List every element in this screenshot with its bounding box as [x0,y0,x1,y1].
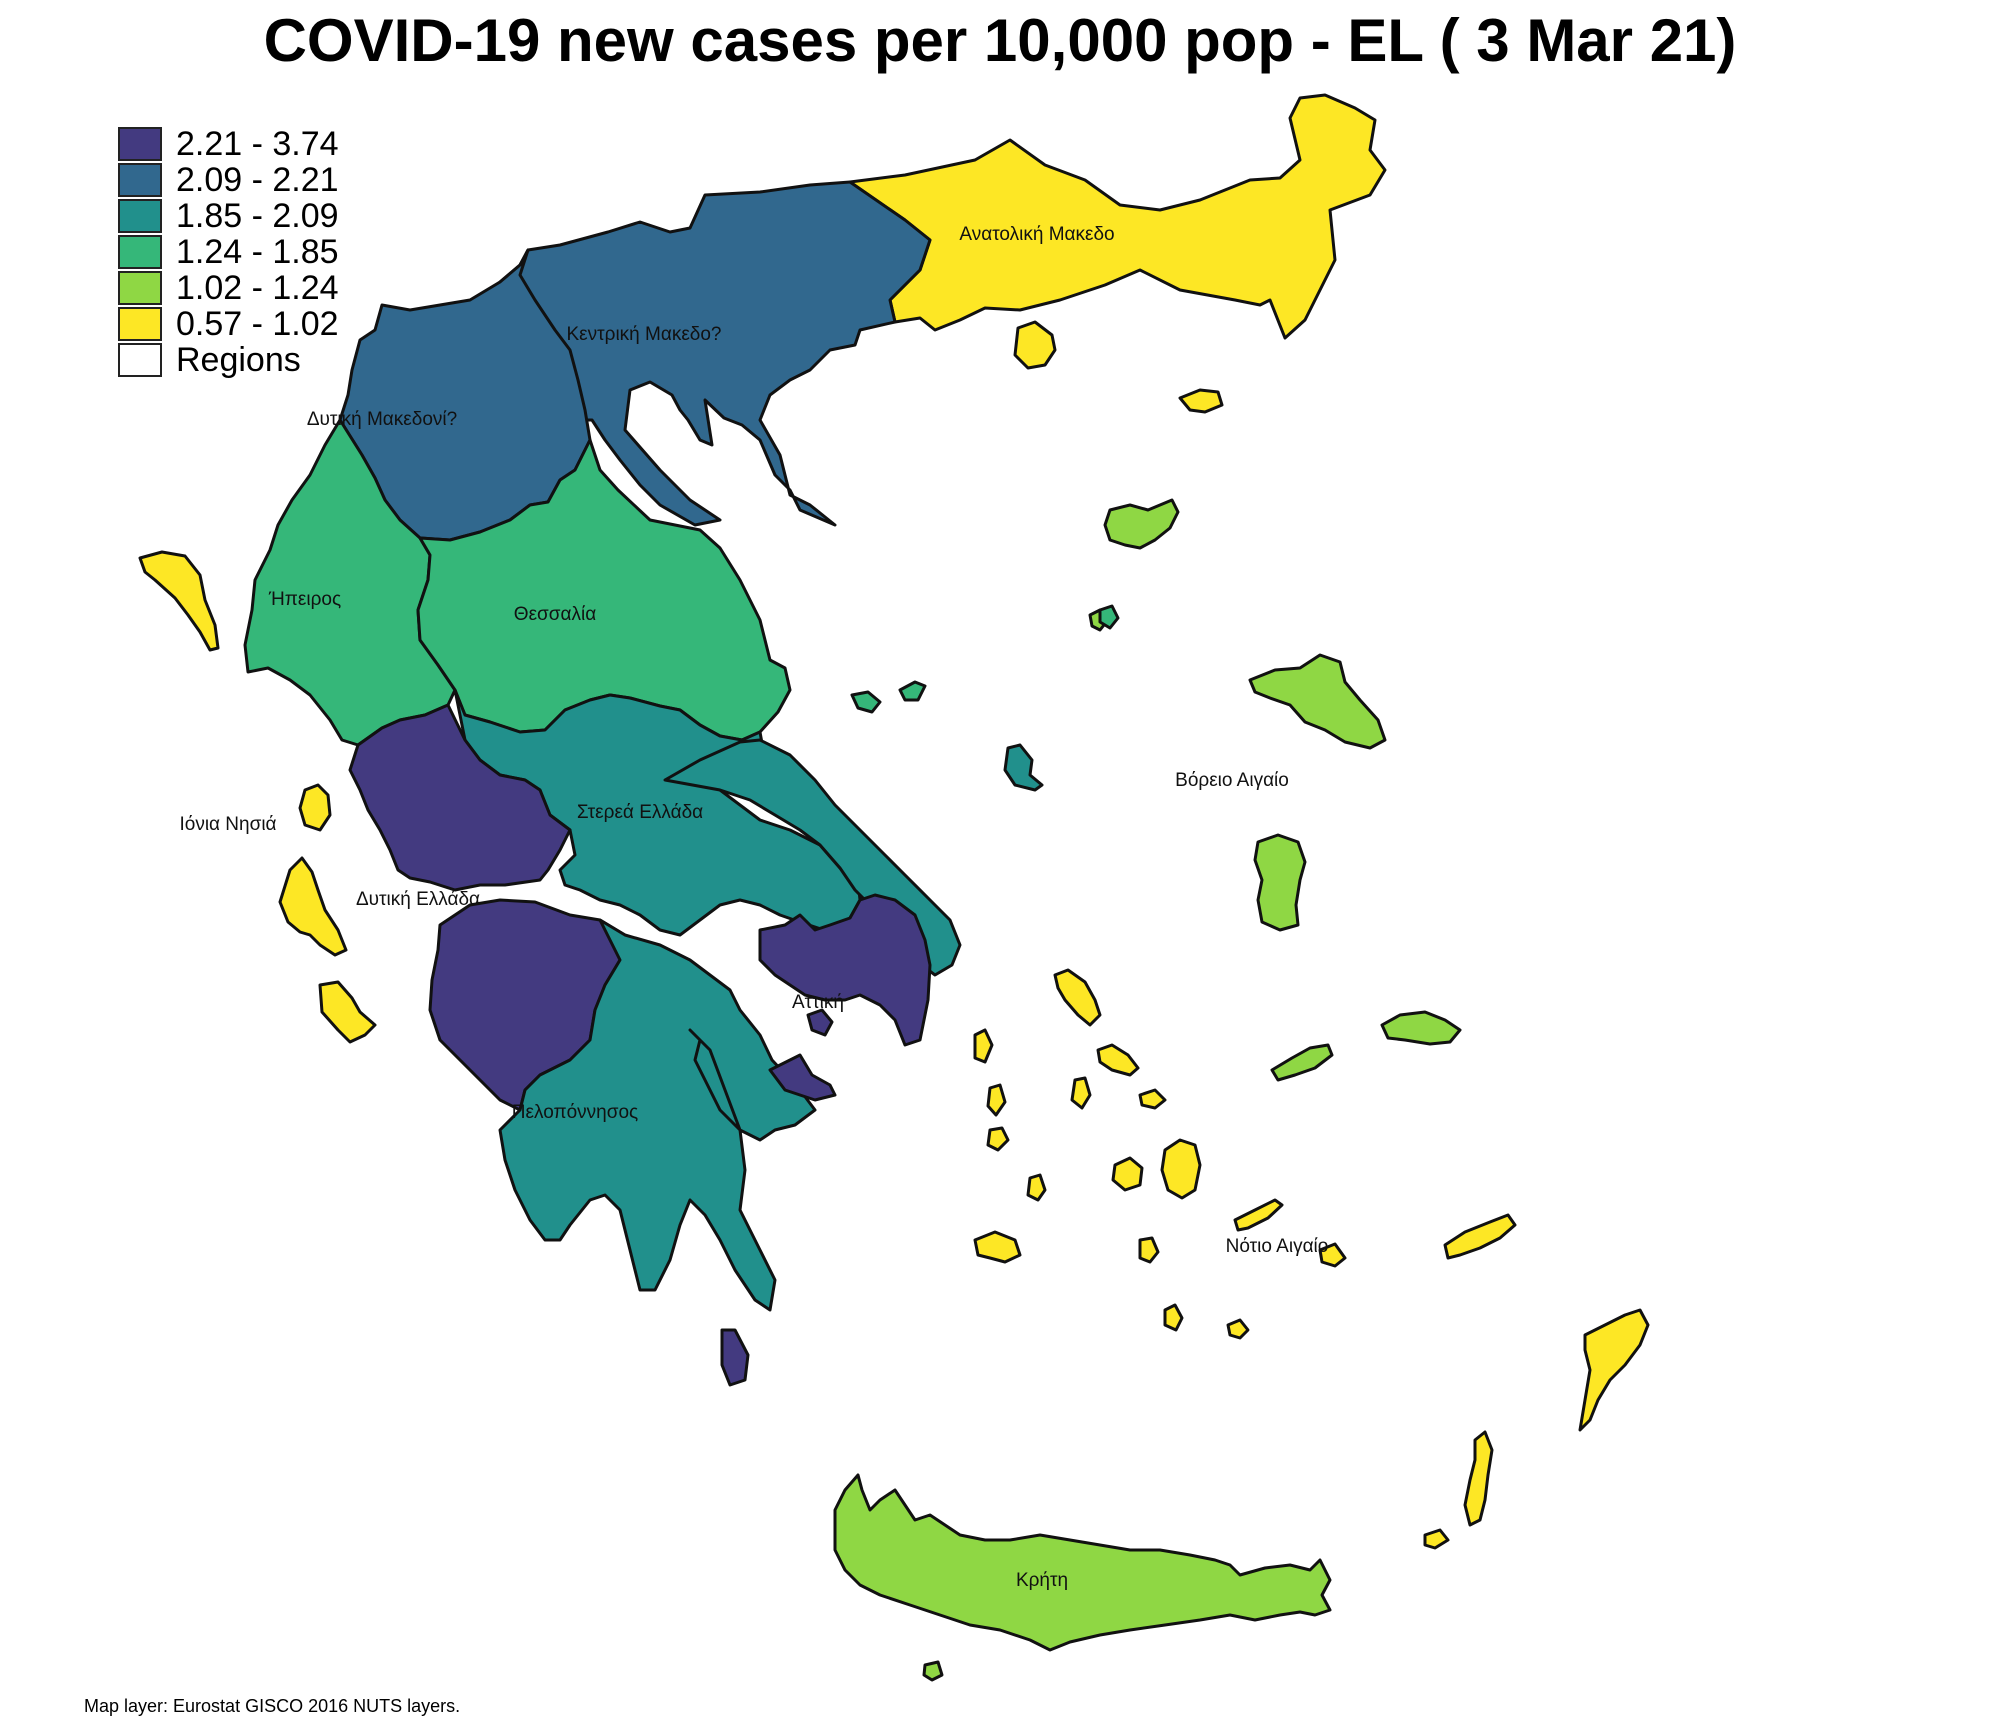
island-amorgos[interactable] [1233,1198,1284,1232]
island-kea[interactable] [973,1028,994,1064]
island-samos[interactable] [1380,1010,1462,1046]
island-skopelos[interactable] [850,690,882,714]
island-chios[interactable] [1253,833,1307,932]
island-naxos[interactable] [1160,1138,1202,1200]
label-voreio-aigaio: Βόρειο Αιγαίο [1175,770,1289,791]
island-kefalonia[interactable] [278,856,348,957]
region-dytiki-ellada[interactable] [348,703,572,892]
label-attiki: Αττική [792,992,844,1013]
island-ikaria[interactable] [1270,1043,1334,1082]
label-notio-aigaio: Νότιο Αιγαίο [1226,1236,1329,1257]
legend-swatch [118,199,162,233]
island-lefkada[interactable] [298,783,332,832]
legend-label: 2.09 - 2.21 [176,160,339,199]
island-zakynthos[interactable] [318,980,377,1044]
island-karpathos[interactable] [1463,1430,1494,1527]
island-agios-evstratios-ne[interactable] [1098,604,1120,630]
region-attiki[interactable] [758,893,932,1047]
island-alonissos[interactable] [898,680,927,702]
island-anafi[interactable] [1226,1318,1250,1340]
label-dytiki-makedonia: Δυτική Μακεδονί? [307,409,457,430]
legend-swatch [118,235,162,269]
legend-label: 1.02 - 1.24 [176,268,339,307]
island-astypalaia[interactable] [1318,1242,1347,1268]
label-kentriki-makedonia: Κεντρική Μακεδο? [566,324,721,345]
island-thasos[interactable] [1013,320,1057,370]
island-milos[interactable] [973,1230,1022,1264]
island-aegina-poros[interactable] [768,1053,837,1102]
island-serifos[interactable] [986,1126,1010,1152]
island-syros[interactable] [1070,1076,1092,1110]
legend-swatch [118,163,162,197]
island-tinos[interactable] [1096,1043,1140,1077]
label-sterea-ellada: Στερεά Ελλάδα [577,802,703,823]
island-corfu[interactable] [138,550,220,652]
island-samothraki[interactable] [1178,388,1224,414]
island-salamina[interactable] [806,1008,834,1037]
island-kythnos[interactable] [986,1083,1007,1117]
legend-label: Regions [176,340,301,379]
island-lemnos[interactable] [1103,498,1180,550]
legend: 2.21 - 3.74 2.09 - 2.21 1.85 - 2.09 1.24… [118,124,339,379]
legend-swatch [118,271,162,305]
island-santorini[interactable] [1163,1303,1184,1332]
legend-item: Regions [118,340,339,379]
label-thessalia: Θεσσαλία [514,604,596,625]
island-mykonos[interactable] [1138,1088,1167,1110]
island-lesvos[interactable] [1248,653,1387,750]
label-peloponnisos: Πελοπόννησος [512,1102,638,1123]
legend-item: 1.24 - 1.85 [118,232,339,271]
legend-label: 2.21 - 3.74 [176,124,339,163]
map-title: COVID-19 new cases per 10,000 pop - EL (… [263,7,1737,74]
label-ionia-nisia: Ιόνια Νησιά [179,814,276,835]
legend-item: 0.57 - 1.02 [118,304,339,343]
region-anatoliki-makedonia[interactable] [848,93,1387,340]
label-ipeiros: Ήπειρος [268,589,341,610]
legend-label: 1.85 - 2.09 [176,196,339,235]
legend-label: 1.24 - 1.85 [176,232,339,271]
legend-label: 0.57 - 1.02 [176,304,339,343]
island-kasos[interactable] [1423,1528,1450,1550]
region-kriti[interactable] [833,1473,1332,1652]
map-source-caption: Map layer: Eurostat GISCO 2016 NUTS laye… [84,1696,461,1716]
island-andros[interactable] [1053,968,1102,1027]
legend-swatch [118,307,162,341]
island-kalymnos-kos[interactable] [1443,1213,1517,1260]
legend-swatch [118,343,162,377]
legend-swatch [118,127,162,161]
island-skyros[interactable] [1003,743,1044,792]
legend-item: 1.02 - 1.24 [118,268,339,307]
legend-item: 1.85 - 2.09 [118,196,339,235]
island-sifnos[interactable] [1026,1173,1047,1202]
label-kriti: Κρήτη [1016,1570,1068,1591]
island-paros[interactable] [1111,1156,1144,1192]
label-anatoliki-makedonia: Ανατολική Μακεδο [959,224,1114,245]
island-kythira[interactable] [720,1328,750,1387]
island-rhodes[interactable] [1578,1308,1650,1432]
island-gavdos[interactable] [922,1660,944,1682]
island-ios[interactable] [1138,1236,1160,1264]
legend-item: 2.21 - 3.74 [118,124,339,163]
legend-item: 2.09 - 2.21 [118,160,339,199]
label-dytiki-ellada: Δυτική Ελλάδα [356,889,480,910]
